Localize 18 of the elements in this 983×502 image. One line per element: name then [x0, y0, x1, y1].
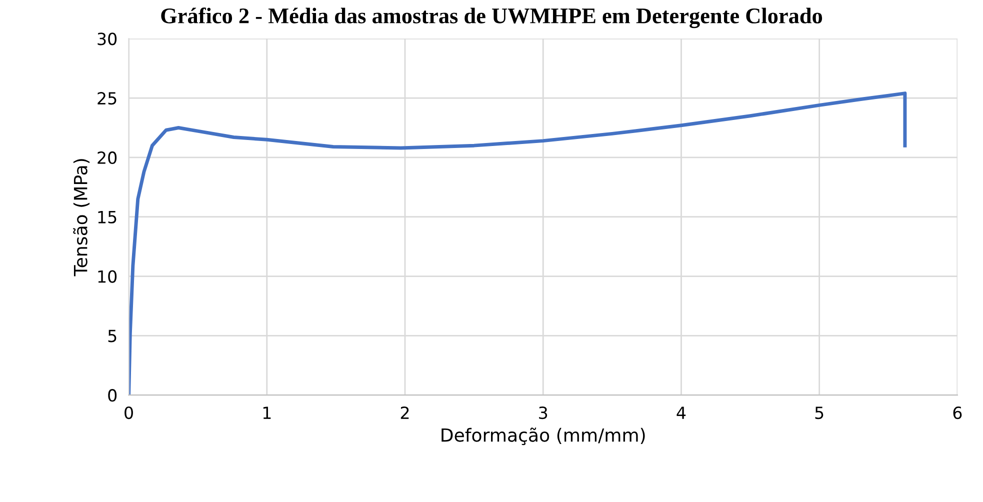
- y-axis-title: Tensão (MPa): [73, 159, 90, 276]
- y-tick-label: 5: [108, 330, 116, 342]
- y-tick-label: 15: [98, 211, 116, 224]
- y-tick-label: 20: [98, 151, 117, 164]
- y-tick-label: 0: [108, 389, 117, 402]
- x-tick-label: 6: [953, 406, 962, 420]
- y-tick-label: 25: [98, 92, 116, 105]
- x-tick-label: 3: [539, 406, 548, 420]
- x-tick-label: 5: [815, 406, 824, 420]
- x-axis-title: Deformação (mm/mm): [442, 428, 645, 446]
- x-tick-label: 4: [676, 406, 686, 419]
- y-tick-label: 10: [98, 270, 117, 283]
- x-tick-label: 2: [400, 406, 409, 419]
- x-tick-label: 0: [124, 406, 133, 420]
- y-tick-label: 30: [98, 32, 117, 46]
- x-tick-label: 1: [263, 406, 271, 419]
- line-series: [128, 92, 907, 396]
- chart-title: Gráfico 2 - Média das amostras de UWMHPE em Detergente Clorado: [161, 8, 822, 28]
